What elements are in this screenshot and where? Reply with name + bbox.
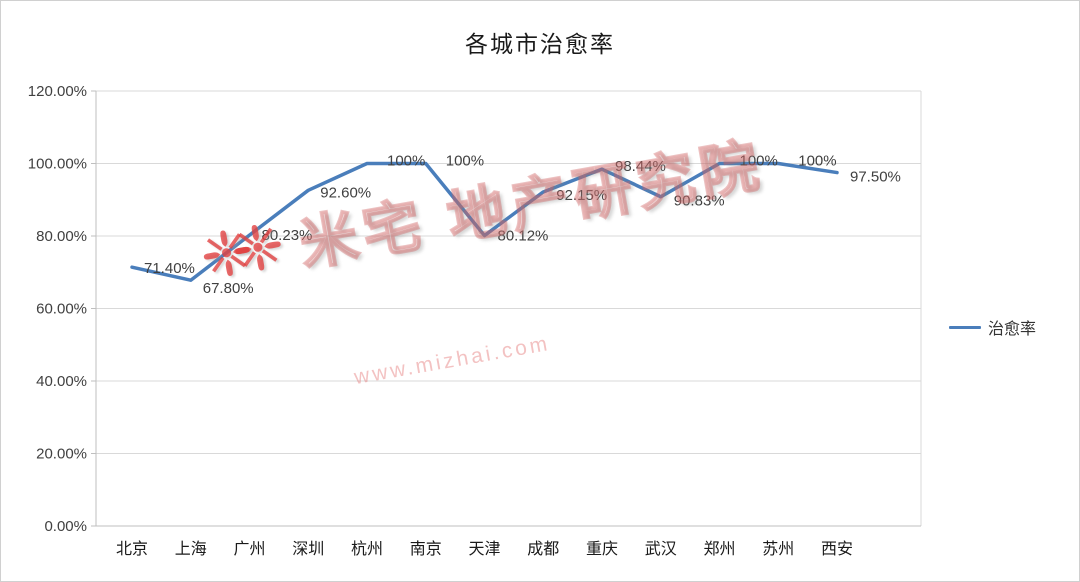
x-axis-category-label: 天津 [468,540,500,558]
data-label: 80.12% [498,228,549,245]
x-axis-category-label: 上海 [175,540,207,558]
data-label: 100% [798,153,836,170]
data-label: 97.50% [850,169,901,186]
data-label: 92.15% [556,187,607,204]
data-label: 71.40% [144,260,195,277]
y-axis-tick-label: 0.00% [44,518,87,535]
x-axis-category-label: 成都 [527,540,559,558]
data-label: 80.23% [262,227,313,244]
data-label: 100% [387,153,425,170]
legend: 治愈率 [949,315,1036,339]
data-label: 98.44% [615,158,666,175]
x-axis-category-label: 郑州 [703,540,735,558]
y-axis-tick-label: 40.00% [36,373,87,390]
legend-label: 治愈率 [988,321,1037,338]
x-axis-category-label: 苏州 [762,540,794,558]
data-label: 90.83% [674,193,725,210]
y-axis-tick-label: 60.00% [36,301,87,318]
data-label: 67.80% [203,280,254,297]
x-axis-category-label: 西安 [821,540,853,558]
x-axis-category-label: 广州 [233,540,265,558]
cure-rate-line [130,161,839,282]
data-label: 100% [446,153,484,170]
x-axis-category-label: 深圳 [292,540,324,558]
x-axis-category-label: 北京 [116,540,148,558]
x-axis-category-label: 南京 [410,540,442,558]
x-axis-category-label: 武汉 [645,540,677,558]
y-axis-tick-label: 100.00% [28,156,87,173]
y-axis-tick-label: 20.00% [36,446,87,463]
y-axis-tick-label: 120.00% [28,83,87,100]
data-label: 100% [740,153,778,170]
chart-title: 各城市治愈率 [465,31,615,57]
legend-line-swatch [949,325,981,329]
y-axis-tick-label: 80.00% [36,228,87,245]
x-axis-category-label: 重庆 [586,540,618,558]
x-axis-category-label: 杭州 [351,540,383,558]
data-label: 92.60% [320,184,371,201]
